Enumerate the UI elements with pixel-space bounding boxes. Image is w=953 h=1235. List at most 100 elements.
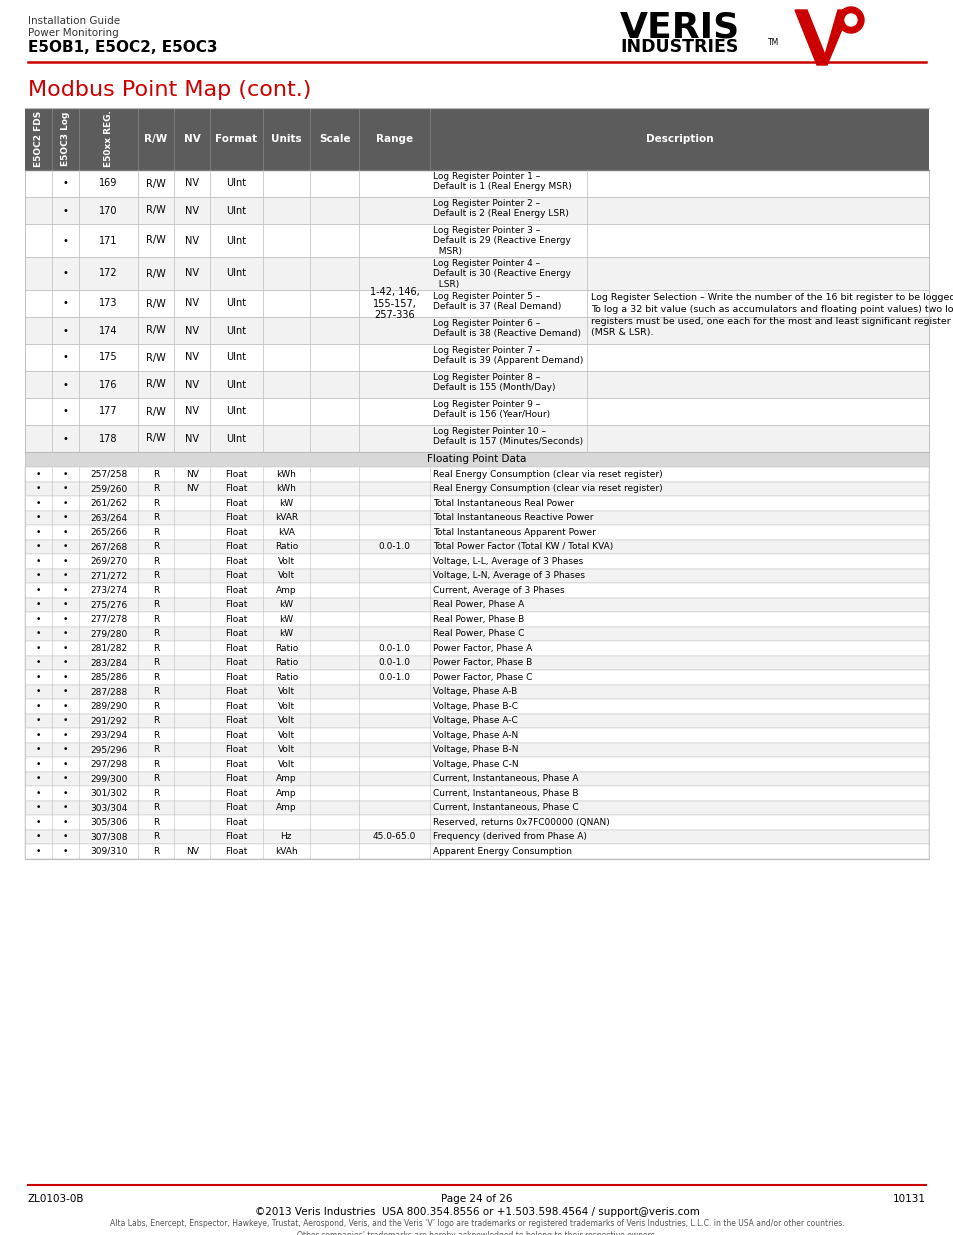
Text: •: •	[63, 406, 69, 416]
Text: UInt: UInt	[226, 352, 246, 363]
Text: Float: Float	[225, 630, 248, 638]
Text: •: •	[36, 687, 41, 697]
Text: •: •	[63, 789, 69, 798]
Bar	[25, 496, 928, 510]
Text: Log Register Pointer 1 –
Default is 1 (Real Energy MSR): Log Register Pointer 1 – Default is 1 (R…	[433, 172, 571, 191]
Text: •: •	[63, 268, 69, 279]
Text: UInt: UInt	[226, 236, 246, 246]
Text: 297/298: 297/298	[90, 760, 127, 768]
Text: 309/310: 309/310	[90, 847, 128, 856]
Text: •: •	[63, 600, 69, 609]
Text: UInt: UInt	[226, 433, 246, 443]
Text: Total Power Factor (Total KW / Total KVA): Total Power Factor (Total KW / Total KVA…	[433, 542, 613, 551]
Text: •: •	[63, 615, 69, 624]
Text: R/W: R/W	[146, 179, 166, 189]
Text: •: •	[63, 527, 69, 537]
Text: •: •	[63, 572, 69, 580]
Text: 175: 175	[99, 352, 118, 363]
Text: •: •	[63, 326, 69, 336]
Text: R: R	[152, 701, 159, 711]
Text: R: R	[152, 673, 159, 682]
Text: UInt: UInt	[226, 179, 246, 189]
Text: Float: Float	[225, 658, 248, 667]
Text: •: •	[63, 803, 69, 813]
Text: R: R	[152, 687, 159, 697]
Text: Total Instantaneous Reactive Power: Total Instantaneous Reactive Power	[433, 514, 593, 522]
Text: 303/304: 303/304	[90, 803, 127, 813]
Text: R: R	[152, 832, 159, 841]
Text: NV: NV	[185, 352, 199, 363]
Text: R/W: R/W	[146, 205, 166, 215]
Text: 265/266: 265/266	[90, 527, 127, 537]
Bar	[25, 757, 928, 772]
Text: R/W: R/W	[146, 326, 166, 336]
Text: •: •	[36, 484, 41, 493]
Text: R: R	[152, 630, 159, 638]
Text: Voltage, Phase A-N: Voltage, Phase A-N	[433, 731, 517, 740]
Text: Float: Float	[225, 760, 248, 768]
Text: •: •	[36, 572, 41, 580]
Text: •: •	[63, 818, 69, 826]
Bar	[25, 684, 928, 699]
Text: 10131: 10131	[892, 1194, 925, 1204]
Bar	[25, 844, 928, 858]
Text: 170: 170	[99, 205, 118, 215]
Text: Ratio: Ratio	[274, 673, 297, 682]
Text: 293/294: 293/294	[90, 731, 127, 740]
Text: Float: Float	[225, 716, 248, 725]
Text: UInt: UInt	[226, 299, 246, 309]
Text: •: •	[63, 542, 69, 551]
Text: Log Register Pointer 7 –
Default is 39 (Apparent Demand): Log Register Pointer 7 – Default is 39 (…	[433, 346, 582, 366]
Bar	[25, 198, 928, 224]
Text: Scale: Scale	[318, 135, 350, 144]
Text: E5OB1, E5OC2, E5OC3: E5OB1, E5OC2, E5OC3	[28, 40, 217, 56]
Bar	[25, 425, 928, 452]
Text: Float: Float	[225, 745, 248, 755]
Text: 177: 177	[99, 406, 118, 416]
Bar	[25, 568, 928, 583]
Text: E5OC3 Log: E5OC3 Log	[61, 112, 71, 167]
Bar	[25, 290, 928, 317]
Text: •: •	[63, 687, 69, 697]
Text: 289/290: 289/290	[90, 701, 127, 711]
Text: •: •	[63, 847, 69, 856]
Bar	[25, 583, 928, 598]
Text: Units: Units	[271, 135, 301, 144]
Text: Float: Float	[225, 585, 248, 595]
Text: Voltage, Phase A-B: Voltage, Phase A-B	[433, 687, 517, 697]
Text: •: •	[63, 774, 69, 783]
Text: •: •	[36, 630, 41, 638]
Text: 291/292: 291/292	[90, 716, 127, 725]
Text: R: R	[152, 499, 159, 508]
Text: •: •	[63, 701, 69, 711]
Text: •: •	[36, 716, 41, 725]
Text: kWh: kWh	[276, 484, 295, 493]
Text: Log Register Pointer 5 –
Default is 37 (Real Demand): Log Register Pointer 5 – Default is 37 (…	[433, 291, 560, 311]
Text: 271/272: 271/272	[90, 572, 127, 580]
Text: R: R	[152, 585, 159, 595]
Text: 178: 178	[99, 433, 118, 443]
Text: R: R	[152, 760, 159, 768]
Bar	[25, 800, 928, 815]
Text: •: •	[63, 745, 69, 755]
Text: kWh: kWh	[276, 469, 295, 479]
Text: •: •	[63, 499, 69, 508]
Text: Volt: Volt	[277, 760, 294, 768]
Text: Float: Float	[225, 600, 248, 609]
Text: NV: NV	[185, 379, 199, 389]
Bar	[25, 785, 928, 800]
Text: Alta Labs, Enercept, Enspector, Hawkeye, Trustat, Aerospond, Veris, and the Veri: Alta Labs, Enercept, Enspector, Hawkeye,…	[110, 1219, 843, 1235]
Text: R/W: R/W	[146, 379, 166, 389]
Text: 0.0-1.0: 0.0-1.0	[378, 643, 411, 653]
Text: 299/300: 299/300	[90, 774, 127, 783]
Bar	[25, 699, 928, 714]
Text: Installation Guide: Installation Guide	[28, 16, 120, 26]
Text: 295/296: 295/296	[90, 745, 127, 755]
Text: kVAR: kVAR	[274, 514, 297, 522]
Text: Total Instantaneous Real Power: Total Instantaneous Real Power	[433, 499, 574, 508]
Bar	[25, 317, 928, 345]
Text: •: •	[36, 615, 41, 624]
Text: •: •	[36, 514, 41, 522]
Text: Log Register Pointer 10 –
Default is 157 (Minutes/Seconds): Log Register Pointer 10 – Default is 157…	[433, 427, 582, 446]
Text: •: •	[63, 760, 69, 768]
